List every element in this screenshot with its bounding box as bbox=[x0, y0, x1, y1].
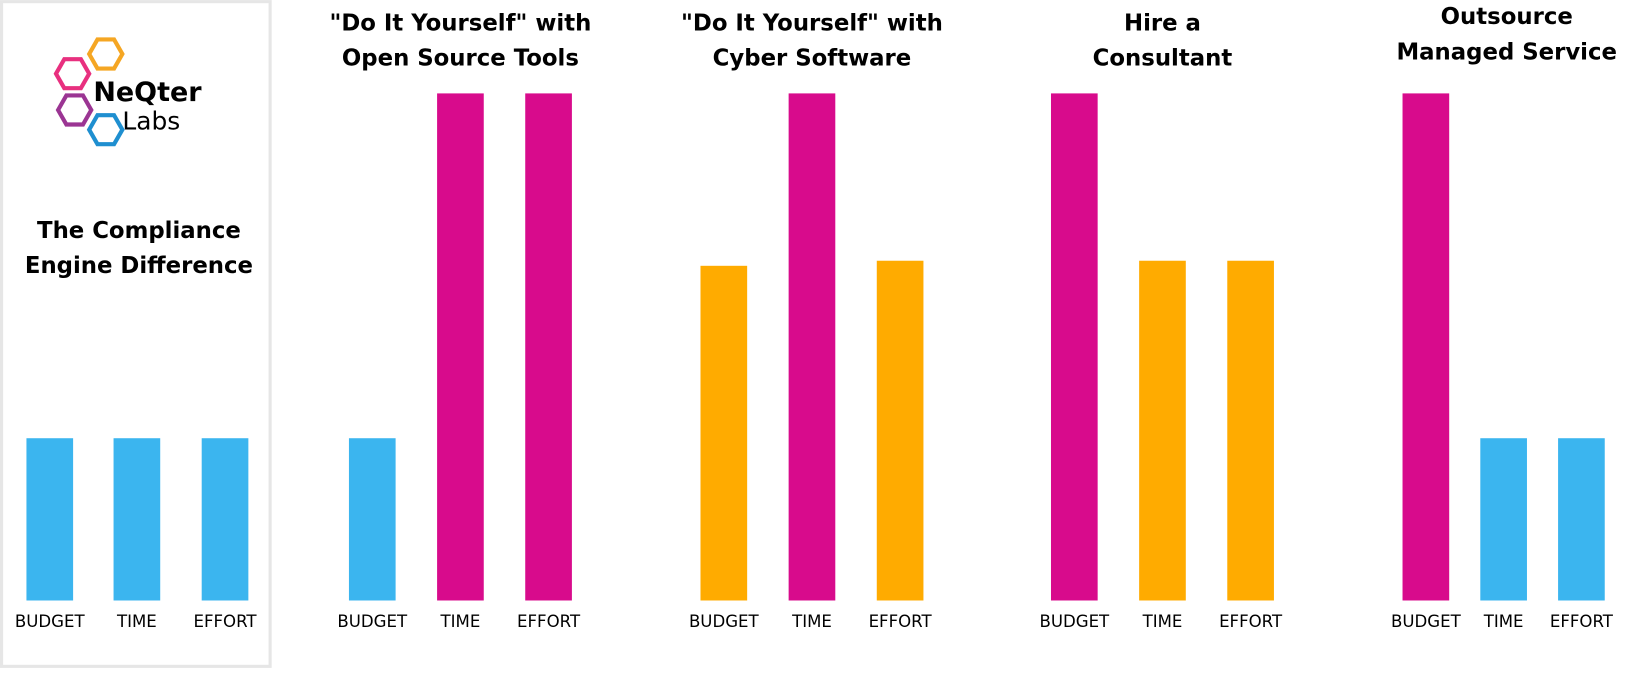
x-tick-label: EFFORT bbox=[194, 612, 258, 631]
x-tick-label: TIME bbox=[116, 612, 157, 631]
logo-sub: Labs bbox=[122, 106, 180, 135]
x-tick-label: TIME bbox=[791, 612, 832, 631]
x-tick-label: TIME bbox=[1142, 612, 1183, 631]
x-tick-label: TIME bbox=[440, 612, 481, 631]
logo-name: NeQter bbox=[93, 77, 202, 108]
panel-title: Consultant bbox=[1093, 46, 1233, 72]
bar bbox=[1558, 438, 1605, 601]
x-tick-label: BUDGET bbox=[337, 612, 408, 631]
bar bbox=[113, 438, 161, 601]
x-tick-label: BUDGET bbox=[1391, 612, 1462, 631]
x-tick-label: TIME bbox=[1483, 612, 1524, 631]
bar bbox=[525, 93, 572, 601]
x-tick-label: EFFORT bbox=[517, 612, 581, 631]
bar bbox=[1227, 260, 1274, 601]
panel-title: "Do It Yourself" with bbox=[330, 10, 592, 36]
panel-title: "Do It Yourself" with bbox=[681, 10, 943, 36]
panel-title: Managed Service bbox=[1396, 39, 1617, 65]
bar bbox=[876, 260, 924, 601]
bar bbox=[700, 265, 748, 601]
panel-title: Hire a bbox=[1124, 10, 1201, 36]
x-tick-label: BUDGET bbox=[15, 612, 86, 631]
bar bbox=[788, 93, 836, 601]
x-tick-label: EFFORT bbox=[1550, 612, 1614, 631]
bar bbox=[1050, 93, 1098, 601]
x-tick-label: EFFORT bbox=[869, 612, 933, 631]
bar bbox=[1402, 93, 1450, 601]
panel-title: Outsource bbox=[1441, 4, 1573, 30]
panel-title: The Compliance bbox=[37, 218, 241, 244]
bar bbox=[1139, 260, 1186, 601]
panel-title: Engine Difference bbox=[25, 253, 253, 279]
bar bbox=[437, 93, 484, 601]
logo bbox=[53, 37, 125, 147]
bar bbox=[1480, 438, 1527, 601]
bar bbox=[26, 438, 74, 601]
x-tick-label: BUDGET bbox=[689, 612, 760, 631]
panel-title: Cyber Software bbox=[713, 46, 912, 72]
x-tick-label: EFFORT bbox=[1219, 612, 1283, 631]
x-tick-label: BUDGET bbox=[1039, 612, 1110, 631]
panel-border bbox=[0, 0, 272, 668]
bar bbox=[201, 438, 249, 601]
panel-title: Open Source Tools bbox=[342, 46, 579, 72]
bar bbox=[348, 438, 396, 601]
